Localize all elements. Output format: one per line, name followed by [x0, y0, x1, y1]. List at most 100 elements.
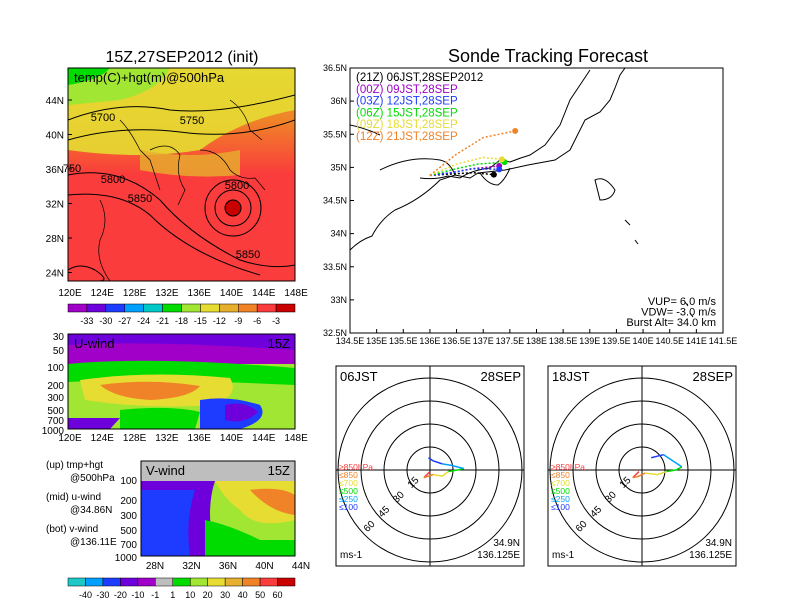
- colorbar-swatch: [256, 303, 277, 313]
- colorbar-tick-label: -30: [99, 316, 112, 326]
- hodograph-segment: [448, 467, 464, 473]
- lon-tick-label: 144E: [252, 288, 276, 299]
- colorbar-swatch: [207, 577, 226, 587]
- hodograph-unit: ms-1: [340, 550, 363, 561]
- pressure-tick-label: 30: [53, 332, 65, 343]
- vwind-label: V-wind: [146, 463, 185, 478]
- pressure-tick-label: 300: [47, 393, 64, 404]
- level-legend-entry: ≤250: [339, 494, 358, 504]
- hodograph-lon: 136.125E: [689, 550, 732, 561]
- level-legend-entry: ≥850hPa: [339, 462, 373, 472]
- colorbar-tick-label: 20: [203, 590, 213, 600]
- note-line: (up) tmp+hgt: [46, 460, 103, 471]
- colorbar-tick-label: -1: [151, 590, 159, 600]
- init-title: 15Z,27SEP2012 (init): [106, 49, 259, 66]
- colorbar-swatch: [242, 577, 261, 587]
- chart-title: Sonde Tracking Forecast: [448, 46, 648, 66]
- pressure-tick-label: 100: [47, 363, 64, 374]
- lon-tick-label: 132E: [155, 433, 179, 444]
- colorbar-swatch: [143, 303, 163, 313]
- lat-tick-label: 32.5N: [323, 328, 347, 338]
- colorbar-tick-label: -15: [194, 316, 207, 326]
- upper-map-label: temp(C)+hgt(m)@500hPa: [74, 70, 225, 85]
- colorbar-swatch: [162, 303, 182, 313]
- hodograph-segment: [632, 472, 646, 479]
- lon-tick-label: 136E: [419, 336, 440, 346]
- lon-tick-label: 136.5E: [442, 336, 471, 346]
- colorbar-tick-label: -6: [253, 316, 261, 326]
- colorbar-tick-label: -3: [272, 316, 280, 326]
- lon-tick-label: 140E: [633, 336, 654, 346]
- lat-tick-label: 36.5N: [323, 63, 347, 73]
- lon-tick-label: 136E: [188, 433, 212, 444]
- pressure-tick-label: 300: [120, 511, 137, 522]
- lat-tick-label: 35.5N: [323, 129, 347, 139]
- lon-tick-label: 124E: [91, 288, 115, 299]
- note-line: (bot) v-wind: [46, 524, 98, 535]
- lat-tick-label: 34N: [330, 229, 347, 239]
- colorbar-swatch: [224, 577, 243, 587]
- hodograph-unit: ms-1: [552, 550, 575, 561]
- colorbar-swatch: [259, 577, 278, 587]
- colorbar-swatch: [200, 303, 220, 313]
- lat-tick-label: 40N: [46, 131, 64, 142]
- hodograph-segment: [423, 473, 434, 479]
- contour-label: 5750: [180, 115, 204, 127]
- hodograph-segment: [442, 463, 464, 470]
- colorbar-swatch: [105, 303, 126, 313]
- pressure-tick-label: 1000: [115, 553, 138, 564]
- lat-tick-label: 34.5N: [323, 196, 347, 206]
- lat-tick-label: 32N: [182, 561, 200, 572]
- colorbar-swatch: [86, 303, 107, 313]
- colorbar-swatch: [189, 577, 208, 587]
- level-legend-entry: ≤700: [551, 478, 570, 488]
- lon-tick-label: 134.5E: [336, 336, 365, 346]
- level-legend-entry: ≤850: [339, 470, 358, 480]
- legend-entry: (21Z) 06JST,28SEP2012: [356, 72, 483, 84]
- hodograph-lon: 136.125E: [477, 550, 520, 561]
- pressure-tick-label: 200: [47, 381, 64, 392]
- vwind-panel: V-wind 15Z 100 200 300 500 700 1000 28N 32N 36N…: [115, 460, 310, 572]
- track-line: [429, 171, 494, 177]
- lon-tick-label: 135.5E: [389, 336, 418, 346]
- lon-tick-label: 120E: [58, 288, 82, 299]
- colorbar-tick-label: -24: [137, 316, 150, 326]
- colorbar-swatch: [219, 303, 239, 313]
- lat-tick-label: 44N: [46, 96, 64, 107]
- lat-tick-label: 32N: [46, 200, 64, 211]
- lon-tick-label: 139.5E: [602, 336, 631, 346]
- uwind-label: U-wind: [74, 336, 114, 351]
- lon-tick-label: 148E: [284, 288, 308, 299]
- lon-tick-label: 132E: [155, 288, 179, 299]
- upper-map: temp(C)+hgt(m)@500hPa 5700 57505800585058…: [46, 67, 308, 326]
- lat-tick-label: 36N: [330, 96, 347, 106]
- track-line: [429, 130, 516, 176]
- legend-entry: (06Z) 15JST,28SEP: [356, 107, 458, 119]
- level-legend-entry: ≤100: [339, 502, 358, 512]
- lon-tick-label: 141E: [686, 336, 707, 346]
- wind-colorbar: -40 -30 -20 -10 -1 1 10 20 30 40 50 60: [67, 577, 296, 600]
- pressure-tick-label: 500: [47, 406, 64, 417]
- lat-tick-label: 44N: [292, 561, 310, 572]
- lat-tick-label: 33.5N: [323, 262, 347, 272]
- colorbar-tick-label: -10: [131, 590, 144, 600]
- contour-label: 5850: [128, 193, 152, 205]
- pressure-tick-label: 50: [53, 346, 65, 357]
- legend-entry: (03Z) 12JST,28SEP: [356, 96, 458, 108]
- note-line: (mid) u-wind: [46, 492, 101, 503]
- pressure-tick-label: 200: [120, 496, 137, 507]
- lat-tick-label: 33N: [330, 295, 347, 305]
- lon-tick-label: 141.5E: [709, 336, 738, 346]
- colorbar-swatch: [275, 303, 296, 313]
- lat-tick-label: 28N: [46, 234, 64, 245]
- pressure-tick-label: 1000: [42, 426, 65, 437]
- sonde-parameter: Burst Alt= 34.0 km: [626, 317, 716, 329]
- colorbar-tick-label: 1: [170, 590, 175, 600]
- colorbar-tick-label: -21: [156, 316, 169, 326]
- lon-tick-label: 140.5E: [655, 336, 684, 346]
- uwind-time: 15Z: [268, 336, 290, 351]
- track-line: [429, 156, 502, 177]
- pressure-tick-label: 100: [120, 476, 137, 487]
- lon-tick-label: 139E: [579, 336, 600, 346]
